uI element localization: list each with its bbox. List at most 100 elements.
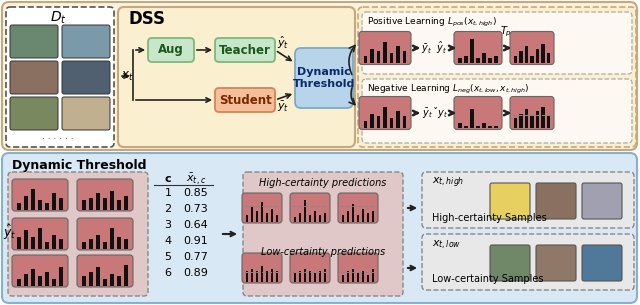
Bar xyxy=(520,51,522,63)
Bar xyxy=(367,213,369,221)
Bar xyxy=(110,274,114,285)
Text: $\hat{y}_t$: $\hat{y}_t$ xyxy=(277,35,289,51)
Bar xyxy=(52,193,56,210)
FancyBboxPatch shape xyxy=(12,179,68,211)
Bar xyxy=(377,116,380,128)
Bar xyxy=(45,272,49,285)
FancyBboxPatch shape xyxy=(582,183,622,219)
Bar xyxy=(531,116,534,128)
Bar xyxy=(351,204,355,221)
Bar xyxy=(547,116,550,128)
Bar xyxy=(117,237,121,249)
Bar xyxy=(494,56,498,63)
Text: 2: 2 xyxy=(164,204,172,214)
Text: 1: 1 xyxy=(164,188,172,198)
FancyBboxPatch shape xyxy=(215,38,275,62)
Bar xyxy=(342,215,344,221)
FancyBboxPatch shape xyxy=(77,218,133,250)
FancyBboxPatch shape xyxy=(490,183,530,219)
Bar xyxy=(356,215,360,221)
Bar xyxy=(52,278,56,285)
Bar xyxy=(364,56,367,63)
Bar xyxy=(299,213,301,221)
Text: Positive Learning $L_{pos}(x_{t,high})$: Positive Learning $L_{pos}(x_{t,high})$ xyxy=(367,16,497,29)
Bar xyxy=(541,44,545,63)
FancyBboxPatch shape xyxy=(290,193,330,223)
Text: $\bar{y}_t$  $\hat{y}_t$: $\bar{y}_t$ $\hat{y}_t$ xyxy=(421,40,447,56)
Bar xyxy=(303,268,307,282)
Text: $\bar{y}_t$  $\check{y}_t$: $\bar{y}_t$ $\check{y}_t$ xyxy=(422,106,448,120)
FancyBboxPatch shape xyxy=(338,193,378,223)
Bar xyxy=(476,126,480,128)
Bar xyxy=(372,211,374,221)
Text: $D_t$: $D_t$ xyxy=(49,10,67,26)
FancyBboxPatch shape xyxy=(536,183,576,219)
FancyBboxPatch shape xyxy=(242,253,282,283)
Bar xyxy=(31,269,35,285)
Bar xyxy=(342,275,344,282)
FancyBboxPatch shape xyxy=(148,38,194,62)
Bar xyxy=(308,215,312,221)
FancyBboxPatch shape xyxy=(10,61,58,94)
Bar xyxy=(470,39,474,63)
Bar xyxy=(82,200,86,210)
FancyBboxPatch shape xyxy=(243,172,403,296)
Bar xyxy=(117,276,121,285)
FancyBboxPatch shape xyxy=(510,31,554,64)
Bar xyxy=(59,267,63,285)
FancyBboxPatch shape xyxy=(422,172,634,228)
Bar xyxy=(314,211,316,221)
Bar xyxy=(476,58,480,63)
Text: Low-certainty Samples: Low-certainty Samples xyxy=(432,274,543,284)
Bar xyxy=(17,278,21,285)
FancyBboxPatch shape xyxy=(290,253,330,283)
Bar xyxy=(370,114,374,128)
Bar xyxy=(266,213,268,221)
FancyBboxPatch shape xyxy=(62,25,110,58)
Text: 4: 4 xyxy=(164,236,172,246)
Bar xyxy=(31,237,35,249)
FancyBboxPatch shape xyxy=(359,31,411,64)
Bar xyxy=(117,200,121,210)
Text: Dynamic Threshold: Dynamic Threshold xyxy=(12,159,147,171)
FancyBboxPatch shape xyxy=(77,179,133,211)
Text: DSS: DSS xyxy=(128,10,165,28)
Bar xyxy=(59,239,63,249)
FancyBboxPatch shape xyxy=(454,31,502,64)
Bar xyxy=(514,56,517,63)
FancyBboxPatch shape xyxy=(62,61,110,94)
FancyBboxPatch shape xyxy=(490,245,530,281)
Bar xyxy=(45,242,49,249)
Bar xyxy=(520,114,522,128)
FancyBboxPatch shape xyxy=(2,2,637,150)
Bar xyxy=(17,237,21,249)
Bar xyxy=(525,109,528,128)
Bar xyxy=(24,274,28,285)
FancyBboxPatch shape xyxy=(536,245,576,281)
Bar xyxy=(547,53,550,63)
Bar xyxy=(396,111,400,128)
Bar xyxy=(124,265,128,285)
Bar xyxy=(89,272,93,285)
Bar xyxy=(266,271,268,282)
Bar xyxy=(319,215,321,221)
Text: Teacher: Teacher xyxy=(219,44,271,56)
Bar xyxy=(24,196,28,210)
Bar xyxy=(255,211,259,221)
Bar xyxy=(124,196,128,210)
FancyBboxPatch shape xyxy=(8,172,148,296)
Text: $\bar{y}_t$: $\bar{y}_t$ xyxy=(277,100,289,114)
Bar xyxy=(246,271,248,282)
Bar xyxy=(324,213,326,221)
Text: 0.77: 0.77 xyxy=(184,252,209,262)
Bar xyxy=(276,271,278,282)
Bar xyxy=(52,235,56,249)
Bar xyxy=(362,271,364,282)
FancyBboxPatch shape xyxy=(118,7,355,147)
Bar xyxy=(82,242,86,249)
Bar xyxy=(96,193,100,210)
Bar xyxy=(38,228,42,249)
Bar xyxy=(38,276,42,285)
Text: 0.89: 0.89 xyxy=(184,268,209,278)
FancyBboxPatch shape xyxy=(295,48,353,108)
